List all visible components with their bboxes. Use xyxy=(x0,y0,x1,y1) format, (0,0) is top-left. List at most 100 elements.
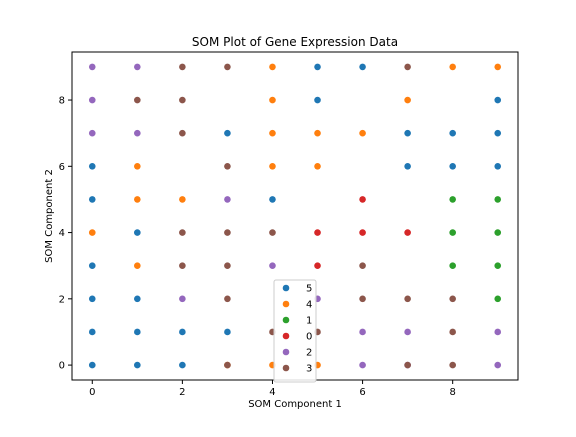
point-series-2-8 xyxy=(269,262,276,269)
legend-marker-3 xyxy=(282,364,290,372)
point-series-3-22 xyxy=(404,63,411,71)
point-series-0-3 xyxy=(404,229,411,236)
point-series-4-13 xyxy=(269,96,276,104)
point-series-0-4 xyxy=(359,196,366,203)
point-series-5-2 xyxy=(179,361,186,369)
point-series-5-1 xyxy=(134,361,141,369)
legend-marker-2 xyxy=(282,348,290,356)
point-series-2-10 xyxy=(88,129,96,137)
x-tick-label: 2 xyxy=(179,387,185,398)
point-series-0-2 xyxy=(359,229,366,236)
point-series-3-5 xyxy=(449,328,456,336)
legend-marker-0 xyxy=(282,332,290,340)
point-series-4-4 xyxy=(88,229,96,236)
point-series-2-11 xyxy=(134,129,141,137)
legend-marker-1 xyxy=(282,316,290,324)
point-series-1-4 xyxy=(494,229,502,236)
point-series-3-10 xyxy=(179,262,186,269)
point-series-3-15 xyxy=(269,229,276,236)
point-series-4-17 xyxy=(494,63,502,71)
point-series-1-6 xyxy=(494,196,502,203)
point-series-5-11 xyxy=(88,196,96,203)
point-series-5-21 xyxy=(314,96,321,104)
point-series-2-12 xyxy=(88,96,96,104)
point-series-5-10 xyxy=(134,229,141,236)
point-series-2-14 xyxy=(134,63,141,71)
point-series-5-14 xyxy=(404,163,411,170)
x-axis-ticks: 0 2 4 6 8 xyxy=(89,380,456,398)
point-series-5-4 xyxy=(134,328,141,336)
point-series-1-1 xyxy=(449,262,456,269)
point-series-3-8 xyxy=(404,295,411,303)
point-series-5-13 xyxy=(88,163,96,170)
y-axis-label: SOM Component 2 xyxy=(44,169,55,263)
point-series-4-5 xyxy=(134,196,141,203)
point-series-3-9 xyxy=(449,295,456,303)
x-tick-label: 4 xyxy=(269,387,275,398)
point-series-2-3 xyxy=(359,328,366,336)
point-series-5-16 xyxy=(494,163,502,170)
point-series-5-23 xyxy=(314,63,321,71)
point-series-3-13 xyxy=(179,229,186,236)
point-series-2-4 xyxy=(404,328,411,336)
point-series-5-0 xyxy=(88,361,96,369)
point-series-3-16 xyxy=(224,163,231,170)
point-series-1-5 xyxy=(449,196,456,203)
point-series-3-20 xyxy=(179,63,186,71)
point-series-4-8 xyxy=(269,163,276,170)
point-series-2-2 xyxy=(494,361,502,369)
point-series-5-20 xyxy=(494,129,502,137)
point-series-5-5 xyxy=(179,328,186,336)
point-series-3-6 xyxy=(224,295,231,303)
point-series-3-0 xyxy=(224,361,231,369)
legend: 5 4 1 0 2 3 xyxy=(273,279,317,383)
point-series-3-7 xyxy=(359,295,366,303)
point-series-4-9 xyxy=(314,163,321,170)
point-series-1-3 xyxy=(449,229,456,236)
point-series-5-3 xyxy=(88,328,96,336)
point-series-3-11 xyxy=(224,262,231,269)
point-series-0-1 xyxy=(314,229,321,236)
point-series-5-8 xyxy=(134,295,141,303)
point-series-3-14 xyxy=(224,229,231,236)
point-series-4-16 xyxy=(449,63,456,71)
point-series-3-18 xyxy=(134,96,141,104)
legend-label-2: 2 xyxy=(306,348,312,359)
point-series-5-17 xyxy=(224,129,231,137)
point-series-5-19 xyxy=(449,129,456,137)
point-series-2-6 xyxy=(179,295,186,303)
point-series-4-15 xyxy=(269,63,276,71)
point-series-5-12 xyxy=(269,196,276,203)
x-tick-label: 8 xyxy=(449,387,455,398)
legend-label-4: 4 xyxy=(306,300,312,311)
x-tick-label: 0 xyxy=(89,387,95,398)
point-series-5-15 xyxy=(449,163,456,170)
y-tick-label: 2 xyxy=(59,294,65,305)
point-series-5-24 xyxy=(359,63,366,71)
point-series-2-9 xyxy=(224,196,231,203)
point-series-4-6 xyxy=(179,196,186,203)
point-series-0-0 xyxy=(314,262,321,269)
point-series-4-7 xyxy=(134,163,141,170)
y-axis-ticks: 0 2 4 6 8 xyxy=(59,96,72,372)
point-series-2-5 xyxy=(494,328,502,336)
point-series-4-3 xyxy=(134,262,141,269)
point-series-4-14 xyxy=(404,96,411,104)
point-series-3-12 xyxy=(359,262,366,269)
legend-marker-4 xyxy=(282,300,290,308)
point-series-5-18 xyxy=(404,129,411,137)
y-tick-label: 4 xyxy=(59,228,65,239)
point-series-1-2 xyxy=(494,262,502,269)
point-series-2-0 xyxy=(359,361,366,369)
legend-marker-5 xyxy=(282,284,290,292)
point-series-5-7 xyxy=(88,295,96,303)
point-series-3-1 xyxy=(404,361,411,369)
point-series-4-10 xyxy=(269,129,276,137)
point-series-2-13 xyxy=(88,63,96,71)
point-series-3-2 xyxy=(449,361,456,369)
legend-label-1: 1 xyxy=(306,316,312,327)
point-series-3-17 xyxy=(179,129,186,137)
chart-title: SOM Plot of Gene Expression Data xyxy=(192,35,398,49)
y-tick-label: 0 xyxy=(59,361,65,372)
